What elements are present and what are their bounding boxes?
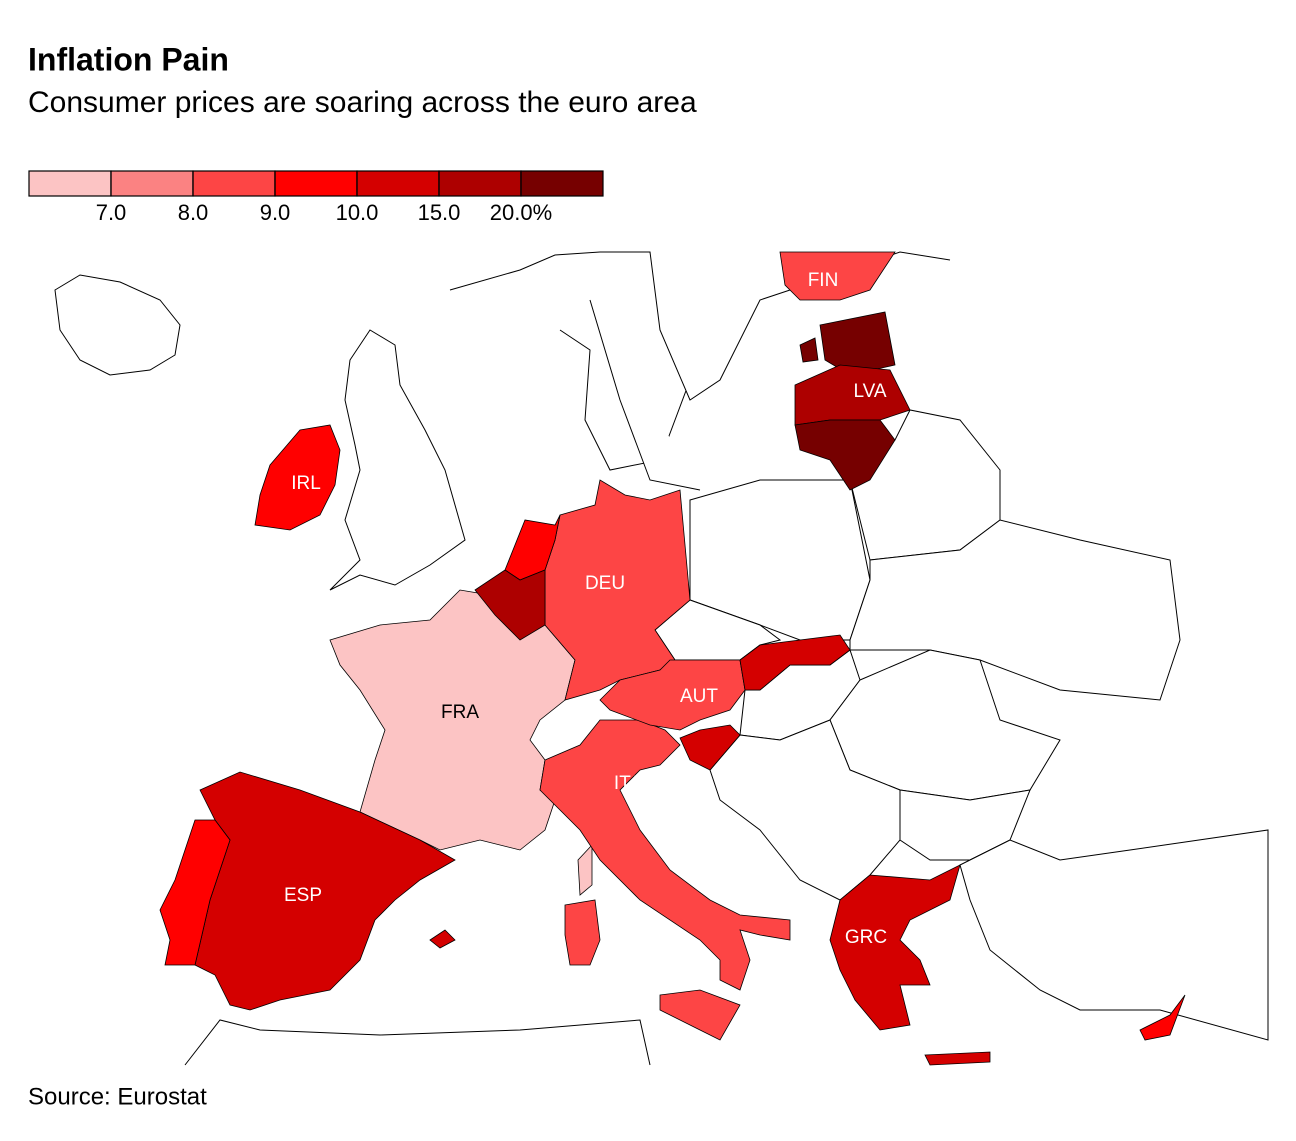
legend-tick-label: 20.0% [490,200,552,225]
country [819,311,896,376]
country [924,1051,991,1066]
country [429,929,456,949]
legend-swatch [438,170,522,197]
country-labels: FRA ESP ITA DEU AUT IRL FIN LVA GRC [284,270,887,948]
source: Source: Eurostat [28,1083,207,1110]
country [679,724,741,771]
africa [184,1019,651,1066]
country [159,819,231,966]
basemap [54,251,1269,1066]
legend-swatch [28,170,112,197]
country [564,899,601,966]
subtitle: Consumer prices are soaring across the e… [28,86,697,119]
uk [329,329,466,591]
legend-swatch [110,170,194,197]
country [254,424,341,531]
ukraine [849,519,1181,701]
title: Inflation Pain [28,41,229,77]
country-label: GRC [845,927,887,948]
country [794,419,896,491]
legend: 7.0 8.0 9.0 10.0 15.0 20.0% [28,170,604,225]
country [474,569,546,641]
country [659,989,741,1041]
legend-swatch [520,170,604,197]
country [799,337,819,363]
country-label: DEU [585,573,625,594]
legend-swatch [274,170,358,197]
legend-tick-label: 8.0 [178,200,209,225]
country-label: ESP [284,885,322,906]
legend-tick-label: 10.0 [336,200,379,225]
country [739,634,851,691]
euro-area [159,251,1186,1066]
legend-swatch [356,170,440,197]
country [1139,994,1186,1041]
balkans [709,719,901,901]
country [779,251,896,301]
country-label: AUT [680,686,718,707]
legend-tick-label: 9.0 [260,200,291,225]
turkey [959,829,1269,1041]
legend-swatch [192,170,276,197]
country-label: ITA [614,773,642,794]
country-label: LVA [853,381,886,402]
country [577,843,593,896]
country [829,864,961,1031]
country-label: IRL [291,473,321,494]
country-label: FIN [808,270,839,291]
country [539,719,791,991]
country-label: FRA [441,702,479,723]
iceland [54,274,181,376]
legend-tick-label: 15.0 [418,200,461,225]
denmark [589,299,701,491]
legend-tick-label: 7.0 [96,200,127,225]
